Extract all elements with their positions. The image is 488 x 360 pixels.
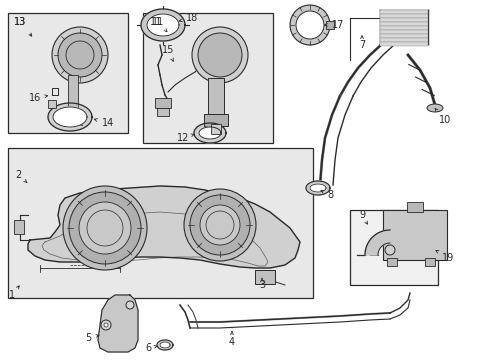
Bar <box>254 270 274 284</box>
Text: 11: 11 <box>152 17 164 27</box>
Text: 5: 5 <box>85 333 91 343</box>
Bar <box>379 10 427 14</box>
Text: 16: 16 <box>29 93 41 103</box>
Text: 10: 10 <box>438 115 450 125</box>
Circle shape <box>101 320 111 330</box>
Bar <box>379 26 427 30</box>
Bar <box>8 13 128 133</box>
Bar <box>379 30 427 34</box>
Text: 7: 7 <box>358 40 365 50</box>
Circle shape <box>52 27 108 83</box>
Text: 13: 13 <box>14 17 26 27</box>
Bar <box>207 78 224 120</box>
Bar <box>8 148 312 298</box>
Circle shape <box>295 11 324 39</box>
Circle shape <box>289 5 329 45</box>
Text: 13: 13 <box>14 17 26 27</box>
Circle shape <box>384 245 394 255</box>
Text: 3: 3 <box>259 280 264 290</box>
Text: 8: 8 <box>326 190 332 200</box>
Bar <box>379 18 427 22</box>
Polygon shape <box>141 9 184 41</box>
Text: 4: 4 <box>228 337 235 347</box>
Polygon shape <box>48 103 92 131</box>
Text: 1: 1 <box>9 290 15 300</box>
Text: 9: 9 <box>358 210 365 220</box>
Polygon shape <box>309 184 325 192</box>
Polygon shape <box>199 127 221 139</box>
Bar <box>325 21 333 29</box>
Polygon shape <box>28 186 299 268</box>
Polygon shape <box>364 230 389 255</box>
Polygon shape <box>160 342 170 348</box>
Circle shape <box>126 301 134 309</box>
Bar <box>406 202 422 212</box>
Polygon shape <box>157 340 173 350</box>
Bar <box>424 258 434 266</box>
Bar <box>349 210 437 285</box>
Circle shape <box>104 323 108 327</box>
Circle shape <box>183 189 256 261</box>
Bar <box>379 14 427 18</box>
Circle shape <box>198 33 242 77</box>
Circle shape <box>58 33 102 77</box>
Bar <box>157 108 169 116</box>
Bar <box>203 114 227 126</box>
Bar <box>142 13 272 143</box>
Text: 2: 2 <box>15 170 21 180</box>
Ellipse shape <box>426 104 442 112</box>
Bar <box>379 38 427 42</box>
Bar <box>68 75 78 115</box>
Bar <box>379 34 427 38</box>
Text: 18: 18 <box>185 13 198 23</box>
Bar <box>382 210 446 260</box>
Bar <box>155 98 171 108</box>
Circle shape <box>200 205 240 245</box>
Text: 6: 6 <box>144 343 151 353</box>
Bar <box>379 42 427 46</box>
Polygon shape <box>194 123 225 143</box>
Polygon shape <box>98 295 138 352</box>
Bar <box>64 110 82 125</box>
Bar <box>379 22 427 26</box>
Circle shape <box>190 195 249 255</box>
Circle shape <box>192 27 247 83</box>
Text: 14: 14 <box>102 118 114 128</box>
Bar <box>210 124 221 134</box>
Circle shape <box>69 192 141 264</box>
Circle shape <box>63 186 147 270</box>
Text: 15: 15 <box>162 45 174 55</box>
Polygon shape <box>305 181 329 195</box>
Bar <box>14 220 24 234</box>
Bar <box>48 100 56 108</box>
Circle shape <box>79 202 131 254</box>
Text: 19: 19 <box>441 253 453 263</box>
Polygon shape <box>53 107 87 127</box>
Polygon shape <box>147 14 179 36</box>
Text: 12: 12 <box>177 133 189 143</box>
Bar <box>386 258 396 266</box>
Text: 11: 11 <box>149 17 162 27</box>
Text: 17: 17 <box>331 20 344 30</box>
